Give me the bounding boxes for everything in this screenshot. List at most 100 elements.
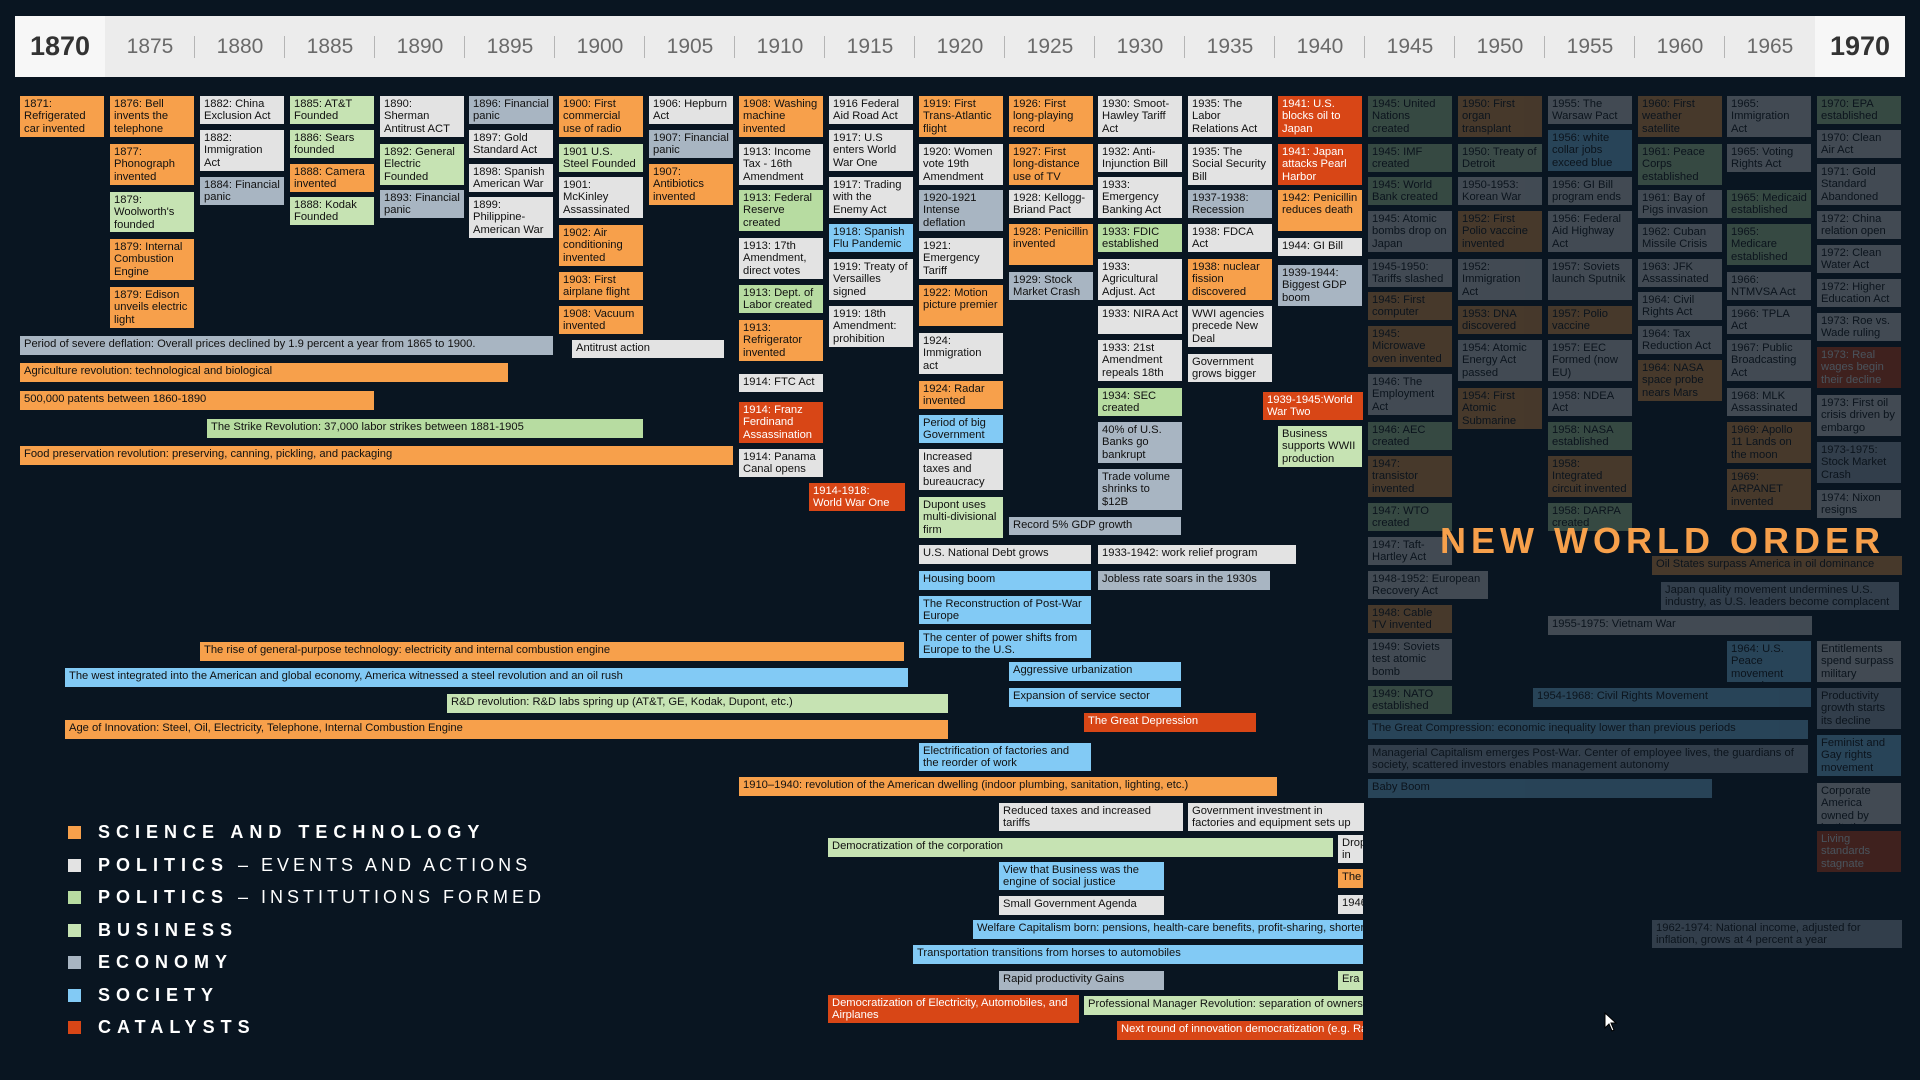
legend-label-main: POLITICS	[98, 854, 230, 875]
timeline-event: 1945: IMF created	[1368, 144, 1452, 172]
legend-label: POLITICS – EVENTS AND ACTIONS	[98, 855, 531, 876]
timeline-event: Japan quality movement undermines U.S. i…	[1661, 582, 1899, 610]
timeline-event: 1945: First computer	[1368, 292, 1452, 320]
legend-label-main: CATALYSTS	[98, 1017, 256, 1037]
timeline-event: Food preservation revolution: preserving…	[20, 446, 733, 465]
legend-label: ECONOMY	[98, 952, 233, 973]
timeline-event: 1950: Treaty of Detroit	[1458, 144, 1542, 172]
timeline-event: 1958: NDEA Act	[1548, 388, 1632, 416]
timeline-event: 1969: ARPANET invented	[1727, 469, 1811, 510]
timeline-event: Drop in foreign-born population: America…	[1338, 835, 1363, 863]
timeline-event: 1933: Agricultural Adjust. Act	[1098, 259, 1182, 300]
timeline-event: 1897: Gold Standard Act	[469, 130, 553, 158]
timeline-event: 1920-1921 Intense deflation	[919, 190, 1003, 231]
year-label: 1955	[1545, 16, 1635, 77]
year-label: 1895	[465, 16, 555, 77]
timeline-event: 1933: FDIC established	[1098, 224, 1182, 252]
timeline-event: Agriculture revolution: technological an…	[20, 363, 508, 382]
timeline-event: 1973-1975: Stock Market Crash	[1817, 442, 1901, 483]
timeline-event: 1914: FTC Act	[739, 374, 823, 392]
timeline-event: Jobless rate soars in the 1930s	[1098, 571, 1270, 590]
timeline-event: Productivity growth starts its decline	[1817, 688, 1901, 729]
timeline-event: 1928: Kellogg-Briand Pact	[1009, 190, 1093, 218]
year-label: 1935	[1185, 16, 1275, 77]
timeline-event: 1926: First long-playing record	[1009, 96, 1093, 137]
year-label: 1920	[915, 16, 1005, 77]
timeline-event: 1871: Refrigerated car invented	[20, 96, 104, 137]
new-world-order-banner: NEW WORLD ORDER	[1440, 520, 1885, 561]
timeline-event: The center of power shifts from Europe t…	[919, 630, 1091, 658]
year-label: 1925	[1005, 16, 1095, 77]
timeline-event: 1945: Atomic bombs drop on Japan	[1368, 211, 1452, 252]
timeline-event: 1946-1991: Cold War between the U.S. and…	[1338, 895, 1363, 914]
timeline-event: 1972: China relation open	[1817, 211, 1901, 239]
timeline-event: 1949: NATO established	[1368, 686, 1452, 714]
timeline-event: 1944: GI Bill	[1278, 238, 1362, 256]
legend-label-sub: – EVENTS AND ACTIONS	[229, 854, 532, 875]
timeline-event: 1957: Soviets launch Sputnik	[1548, 259, 1632, 300]
timeline-event: 1947: WTO created	[1368, 503, 1452, 531]
timeline-event: 1961: Peace Corps established	[1638, 144, 1722, 185]
timeline-event: 1967: Public Broadcasting Act	[1727, 340, 1811, 381]
timeline-event: 1933-1942: work relief program	[1098, 545, 1296, 564]
timeline-event: 1876: Bell invents the telephone	[110, 96, 194, 137]
timeline-event: Business supports WWII production	[1278, 426, 1362, 467]
timeline-event: 1935: The Labor Relations Act	[1188, 96, 1272, 137]
timeline-event: 1942: Penicillin reduces death	[1278, 190, 1362, 231]
timeline-event: 1907: Financial panic	[649, 130, 733, 158]
timeline-event: 1924: Radar invented	[919, 381, 1003, 409]
timeline-event: 1941: U.S. blocks oil to Japan	[1278, 96, 1362, 137]
timeline-event: 1917: U.S enters World War One	[829, 130, 913, 171]
timeline-event: 1932: Anti-Injunction Bill	[1098, 144, 1182, 172]
year-label: 1940	[1275, 16, 1365, 77]
timeline-event: 1965: Immigration Act	[1727, 96, 1811, 137]
legend-label: CATALYSTS	[98, 1017, 256, 1038]
timeline-event: 1954-1968: Civil Rights Movement	[1533, 688, 1811, 707]
timeline-event: 1939-1945:World War Two	[1263, 392, 1363, 420]
timeline-event: Corporate America owned by institutions	[1817, 783, 1901, 824]
timeline-event: 1882: Immigration Act	[200, 130, 284, 171]
timeline-event: 1970: Clean Air Act	[1817, 130, 1901, 158]
timeline-event: 1956: GI Bill program ends	[1548, 177, 1632, 205]
timeline-event: 1886: Sears founded	[290, 130, 374, 158]
timeline-event: 1962-1974: National income, adjusted for…	[1652, 920, 1902, 948]
timeline-event: The Great Compression: economic inequali…	[1368, 720, 1808, 739]
timeline-event: 1908: Washing machine invented	[739, 96, 823, 137]
timeline-event: 1955: The Warsaw Pact	[1548, 96, 1632, 124]
legend-swatch	[68, 891, 81, 904]
timeline-event: 1888: Kodak Founded	[290, 197, 374, 225]
timeline-event: Baby Boom	[1368, 779, 1712, 798]
legend-label: BUSINESS	[98, 920, 238, 941]
legend-label-main: ECONOMY	[98, 952, 234, 972]
timeline-event: 1908: Vacuum invented	[559, 306, 643, 334]
timeline-event: 1935: The Social Security Bill	[1188, 144, 1272, 185]
timeline-event: 1927: First long-distance use of TV	[1009, 144, 1093, 185]
timeline-event: Democratization of the corporation	[828, 838, 1333, 857]
year-label: 1905	[645, 16, 735, 77]
timeline-event: The Reconstruction of Post-War Europe	[919, 596, 1091, 624]
timeline-event: 1955-1975: Vietnam War	[1548, 616, 1812, 635]
timeline-event: WWI agencies precede New Deal	[1188, 306, 1272, 347]
timeline-event: Period of big Government	[919, 415, 1003, 443]
timeline-event: 1939-1944: Biggest GDP boom	[1278, 265, 1362, 306]
timeline-event: Government investment in factories and e…	[1188, 803, 1364, 831]
year-label: 1930	[1095, 16, 1185, 77]
timeline-event: 1918: Spanish Flu Pandemic	[829, 224, 913, 252]
timeline-event: Welfare Capitalism born: pensions, healt…	[973, 920, 1363, 939]
timeline-event: 1888: Camera invented	[290, 164, 374, 192]
timeline-event: 1922: Motion picture premier	[919, 285, 1003, 326]
timeline-event: Increased taxes and bureaucracy	[919, 449, 1003, 490]
timeline-event: 1965: Voting Rights Act	[1727, 144, 1811, 172]
timeline-event: 1945-1950: Tariffs slashed	[1368, 259, 1452, 287]
timeline-event: 1964: NASA space probe nears Mars	[1638, 360, 1722, 401]
timeline-event: 1933: NIRA Act	[1098, 306, 1182, 334]
timeline-event: 1882: China Exclusion Act	[200, 96, 284, 124]
timeline-event: 1907: Antibiotics invented	[649, 164, 733, 205]
timeline-event: Expansion of service sector	[1009, 688, 1181, 707]
timeline-event: 1950: First organ transplant	[1458, 96, 1542, 137]
legend-label-main: BUSINESS	[98, 919, 239, 940]
timeline-event: 1919: 18th Amendment: prohibition	[829, 306, 913, 347]
timeline-event: Managerial Capitalism emerges Post-War. …	[1368, 745, 1808, 773]
timeline-event: 1965: Medicaid established	[1727, 190, 1811, 218]
timeline-event: 1937-1938: Recession	[1188, 190, 1272, 218]
